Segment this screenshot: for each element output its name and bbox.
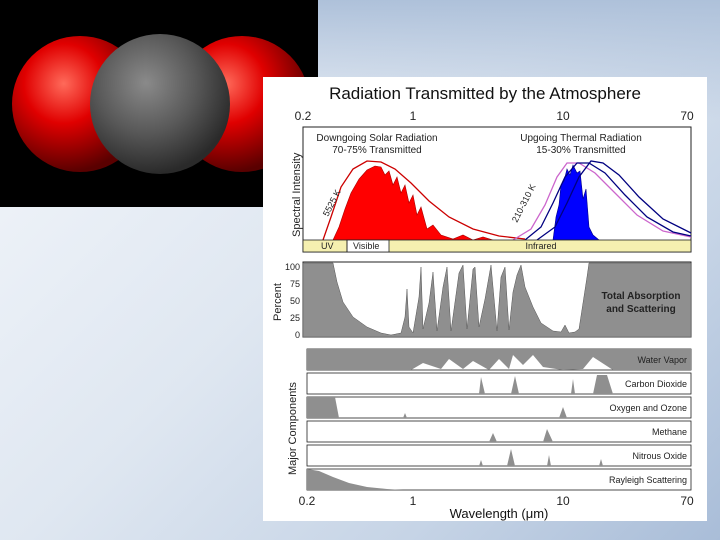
solar-transmitted-area: [332, 165, 494, 241]
major-components-panel: Major Components Water Vapor Carbon Diox…: [287, 348, 692, 491]
band-visible: Visible: [353, 241, 379, 251]
total-absorption-label-line2: and Scattering: [606, 304, 675, 315]
oxygen-ozone-absorption: [307, 397, 567, 418]
component-rayleigh-scattering: Rayleigh Scattering: [609, 475, 687, 485]
wavelength-band-bar: [302, 239, 692, 253]
solar-label-line1: Downgoing Solar Radiation: [316, 133, 437, 144]
spectral-intensity-panel: Spectral Intensity Downgoing Solar Radia…: [291, 126, 692, 253]
rayleigh-scattering-absorption: [307, 469, 403, 490]
band-infrared: Infrared: [525, 241, 556, 251]
thermal-label-line1: Upgoing Thermal Radiation: [520, 133, 642, 144]
percent-ylabel: Percent: [272, 283, 284, 321]
atmospheric-transmission-figure: Radiation Transmitted by the Atmosphere …: [263, 77, 707, 521]
percent-tick-50: 50: [290, 296, 300, 306]
band-uv: UV: [321, 241, 334, 251]
thermal-curve-210k: [536, 160, 692, 241]
total-absorption-area: [302, 262, 692, 338]
thermal-label-line2: 15-30% Transmitted: [536, 145, 626, 156]
bottom-tick-10: 10: [556, 494, 570, 508]
wavelength-axis-label: Wavelength (μm): [450, 506, 549, 521]
top-tick-10: 10: [556, 109, 570, 123]
percent-tick-75: 75: [290, 279, 300, 289]
top-tick-1: 1: [410, 109, 417, 123]
component-water-vapor: Water Vapor: [637, 355, 687, 365]
solar-label-line2: 70-75% Transmitted: [332, 145, 422, 156]
major-components-ylabel: Major Components: [287, 382, 299, 475]
top-tick-0.2: 0.2: [295, 109, 312, 123]
nitrous-oxide-absorption: [479, 449, 603, 466]
percent-tick-25: 25: [290, 313, 300, 323]
bottom-axis-labels: 0.2 1 10 70: [299, 494, 694, 508]
percent-tick-100: 100: [285, 262, 300, 272]
component-carbon-dioxide: Carbon Dioxide: [625, 379, 687, 389]
figure-title: Radiation Transmitted by the Atmosphere: [329, 84, 641, 103]
percent-tick-0: 0: [295, 330, 300, 340]
top-tick-70: 70: [680, 109, 694, 123]
bottom-tick-0.2: 0.2: [299, 494, 316, 508]
spectral-intensity-ylabel: Spectral Intensity: [291, 152, 303, 237]
thermal-transmitted-area: [552, 164, 600, 241]
component-oxygen-ozone: Oxygen and Ozone: [609, 403, 687, 413]
top-axis-labels: 0.2 1 10 70: [295, 109, 694, 123]
component-methane: Methane: [652, 427, 687, 437]
solar-blackbody-curve: [322, 160, 526, 241]
carbon-dioxide-absorption: [479, 375, 613, 394]
bottom-tick-70: 70: [680, 494, 694, 508]
percent-tick-labels: 100 75 50 25 0: [285, 262, 300, 340]
bottom-tick-1: 1: [410, 494, 417, 508]
total-absorption-label-line1: Total Absorption: [602, 291, 681, 302]
water-vapor-absorption: [307, 349, 691, 370]
component-nitrous-oxide: Nitrous Oxide: [632, 451, 687, 461]
carbon-atom: [90, 34, 230, 174]
total-absorption-panel: Percent 100 75 50 25 0 Total Absorption …: [272, 261, 692, 340]
